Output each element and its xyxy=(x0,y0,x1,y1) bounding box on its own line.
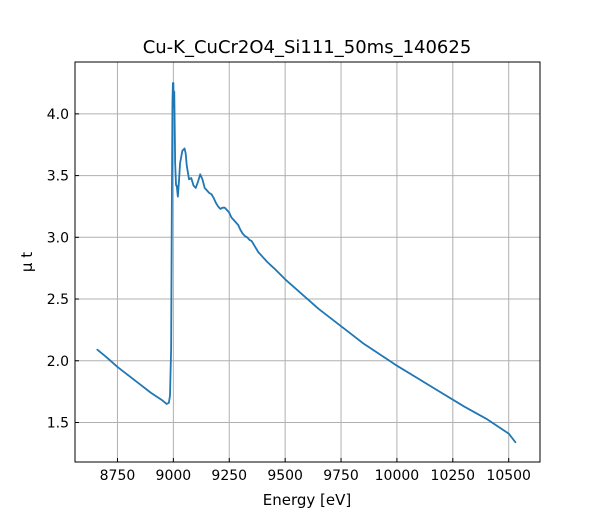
grid-layer xyxy=(75,62,540,462)
label-layer: 8750 9000 9250 9500 9750 10000 10250 10500 1.5 2.… xyxy=(47,107,531,484)
series-line xyxy=(96,82,517,444)
y-tick-label: 3.0 xyxy=(47,230,69,246)
y-tick-label: 2.0 xyxy=(47,354,69,370)
y-axis-label: μ t xyxy=(18,252,36,272)
tick-layer xyxy=(75,113,510,462)
plot-frame xyxy=(74,61,541,463)
x-axis-label: Energy [eV] xyxy=(263,491,351,509)
x-tick-label: 8750 xyxy=(100,468,136,484)
chart-title: Cu-K_CuCr2O4_Si111_50ms_140625 xyxy=(143,37,472,58)
x-tick-label: 9750 xyxy=(323,468,359,484)
y-tick-label: 1.5 xyxy=(47,415,69,431)
x-tick-label: 10250 xyxy=(431,468,476,484)
y-tick-label: 2.5 xyxy=(47,292,69,308)
x-tick-label: 10500 xyxy=(486,468,531,484)
series-layer xyxy=(96,82,517,444)
x-tick-label: 9000 xyxy=(156,468,192,484)
x-tick-label: 10000 xyxy=(375,468,420,484)
y-tick-label: 4.0 xyxy=(47,107,69,123)
y-tick-label: 3.5 xyxy=(47,169,69,185)
x-tick-label: 9500 xyxy=(267,468,303,484)
x-tick-label: 9250 xyxy=(211,468,247,484)
